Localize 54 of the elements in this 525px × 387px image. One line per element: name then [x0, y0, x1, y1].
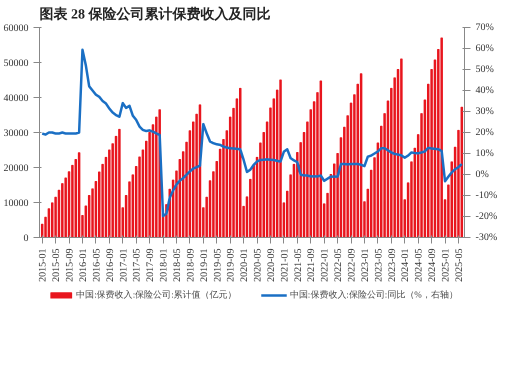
chart-title: 图表 28 保险公司累计保费收入及同比: [40, 6, 270, 22]
y2-tick-label: 10%: [476, 148, 494, 159]
y2-tick-label: 70%: [476, 22, 494, 33]
y-tick-label: 10000: [4, 198, 28, 209]
x-tick-label: 2025-05: [454, 248, 465, 282]
x-tick-label: 2018-09: [185, 248, 196, 282]
y2-tick-label: -30%: [476, 232, 498, 243]
x-tick-label: 2023-01: [360, 248, 371, 282]
legend-label: 中国:保费收入:保险公司:累计值（亿元）: [76, 288, 237, 302]
x-tick-label: 2015-05: [51, 248, 62, 282]
x-tick-label: 2021-05: [292, 248, 304, 282]
y-tick-label: 20000: [4, 163, 28, 174]
x-tick-label: 2024-09: [427, 248, 438, 282]
x-tick-label: 2022-01: [320, 248, 331, 282]
x-tick-label: 2025-01: [440, 248, 452, 282]
y2-tick-label: 60%: [476, 43, 494, 54]
x-tick-label: 2021-01: [279, 248, 290, 282]
x-tick-label: 2018-05: [172, 248, 183, 282]
y-tick-label: 0: [24, 233, 28, 244]
y2-tick-label: 40%: [476, 85, 494, 96]
x-tick-label: 2024-01: [400, 248, 412, 282]
x-tick-label: 2019-01: [198, 248, 210, 282]
x-tick-label: 2022-05: [333, 248, 344, 282]
x-tick-label: 2023-09: [386, 248, 398, 282]
x-tick-label: 2019-09: [226, 248, 237, 282]
y2-tick-label: 30%: [476, 106, 494, 117]
x-tick-label: 2021-09: [306, 248, 318, 282]
y-tick-label: 40000: [4, 93, 28, 104]
x-tick-label: 2018-01: [158, 248, 170, 282]
y-tick-label: 30000: [4, 128, 28, 139]
x-tick-label: 2017-05: [132, 248, 143, 282]
x-tick-label: 2020-01: [239, 248, 250, 282]
x-tick-label: 2023-05: [373, 248, 384, 282]
y2-tick-label: 0%: [476, 169, 489, 180]
x-tick-label: 2017-01: [118, 248, 130, 282]
x-tick-label: 2015-01: [38, 248, 49, 282]
y-tick-label: 60000: [4, 23, 28, 34]
y2-tick-label: -20%: [476, 211, 498, 222]
x-tick-label: 2016-09: [104, 248, 116, 282]
y-tick-label: 50000: [4, 58, 28, 69]
x-tick-label: 2016-05: [91, 248, 102, 282]
line-series: [40, 48, 464, 218]
x-tick-label: 2022-09: [346, 248, 358, 282]
x-tick-label: 2015-09: [64, 248, 76, 282]
x-tick-label: 2016-01: [78, 248, 89, 282]
x-tick-label: 2020-05: [252, 248, 264, 282]
x-tick-label: 2020-09: [266, 248, 277, 282]
y2-tick-label: -10%: [476, 190, 498, 201]
legend-label: 中国:保费收入:保险公司:同比（%，右轴）: [290, 288, 458, 302]
x-tick-label: 2024-05: [414, 248, 425, 282]
x-tick-label: 2017-09: [145, 248, 156, 282]
x-tick-label: 2019-05: [212, 248, 224, 282]
y2-tick-label: 20%: [476, 127, 494, 138]
y2-tick-label: 50%: [476, 64, 494, 75]
